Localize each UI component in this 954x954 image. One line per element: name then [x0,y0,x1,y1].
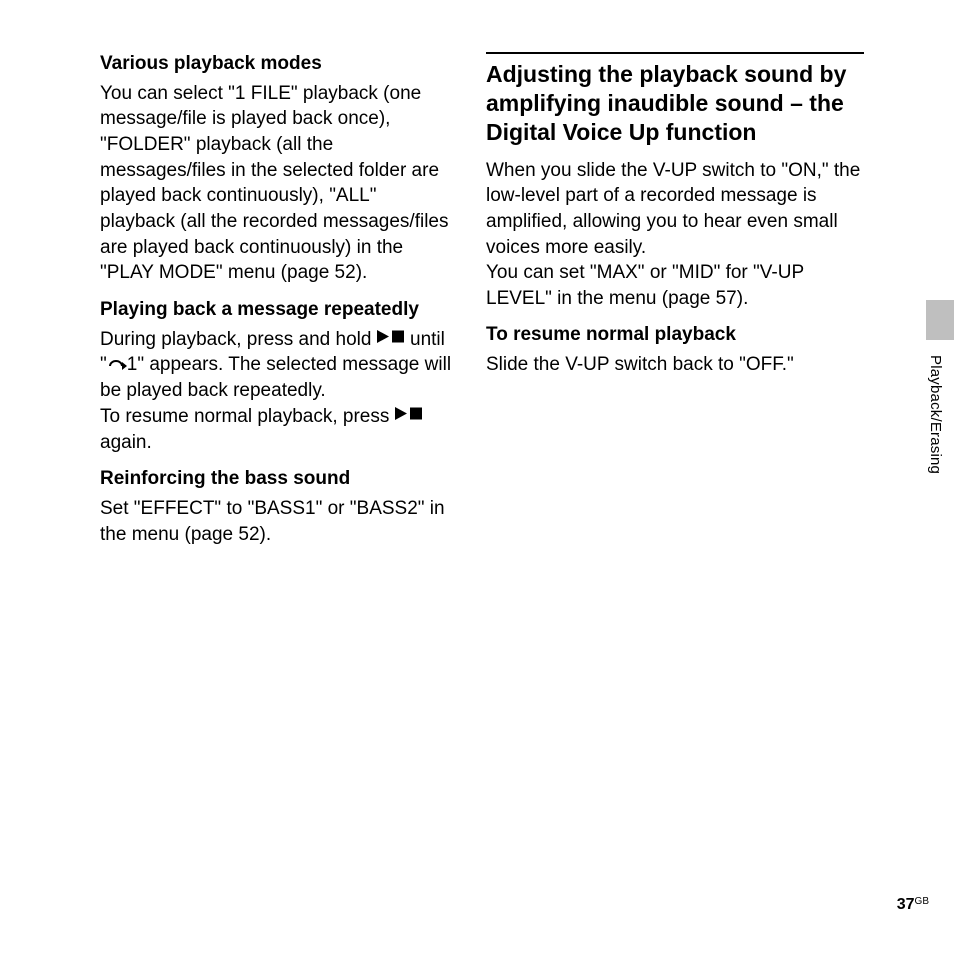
heading-playback-modes: Various playback modes [100,52,456,76]
paragraph-repeat: During playback, press and hold until "1… [100,327,456,456]
side-label: Playback/Erasing [927,355,944,474]
section-rule [486,52,864,54]
paragraph-resume: Slide the V-UP switch back to "OFF." [486,352,864,378]
paragraph-bass: Set "EFFECT" to "BASS1" or "BASS2" in th… [100,496,456,547]
page-number-value: 37 [897,896,915,913]
heading-repeat: Playing back a message repeatedly [100,298,456,322]
play-stop-icon [395,402,423,428]
side-tab [926,300,954,340]
repeat-icon [107,352,127,378]
heading-voice-up: Adjusting the playback sound by amplifyi… [486,60,864,148]
heading-resume: To resume normal playback [486,323,864,347]
left-column: Various playback modes You can select "1… [100,52,456,559]
page-number-suffix: GB [915,896,929,907]
paragraph-voice-up-1: When you slide the V-UP switch to "ON," … [486,158,864,261]
text-fragment: To resume normal playback, press [100,406,395,427]
paragraph-playback-modes: You can select "1 FILE" playback (one me… [100,81,456,286]
play-stop-icon [377,325,405,351]
right-column: Adjusting the playback sound by amplifyi… [486,52,864,559]
text-fragment: During playback, press and hold [100,329,377,350]
page-content: Various playback modes You can select "1… [0,0,954,559]
text-fragment: again. [100,432,152,453]
paragraph-voice-up-2: You can set "MAX" or "MID" for "V-UP LEV… [486,260,864,311]
text-fragment: 1" appears. The selected message will be… [100,354,451,401]
page-number: 37GB [897,896,929,914]
heading-bass: Reinforcing the bass sound [100,467,456,491]
